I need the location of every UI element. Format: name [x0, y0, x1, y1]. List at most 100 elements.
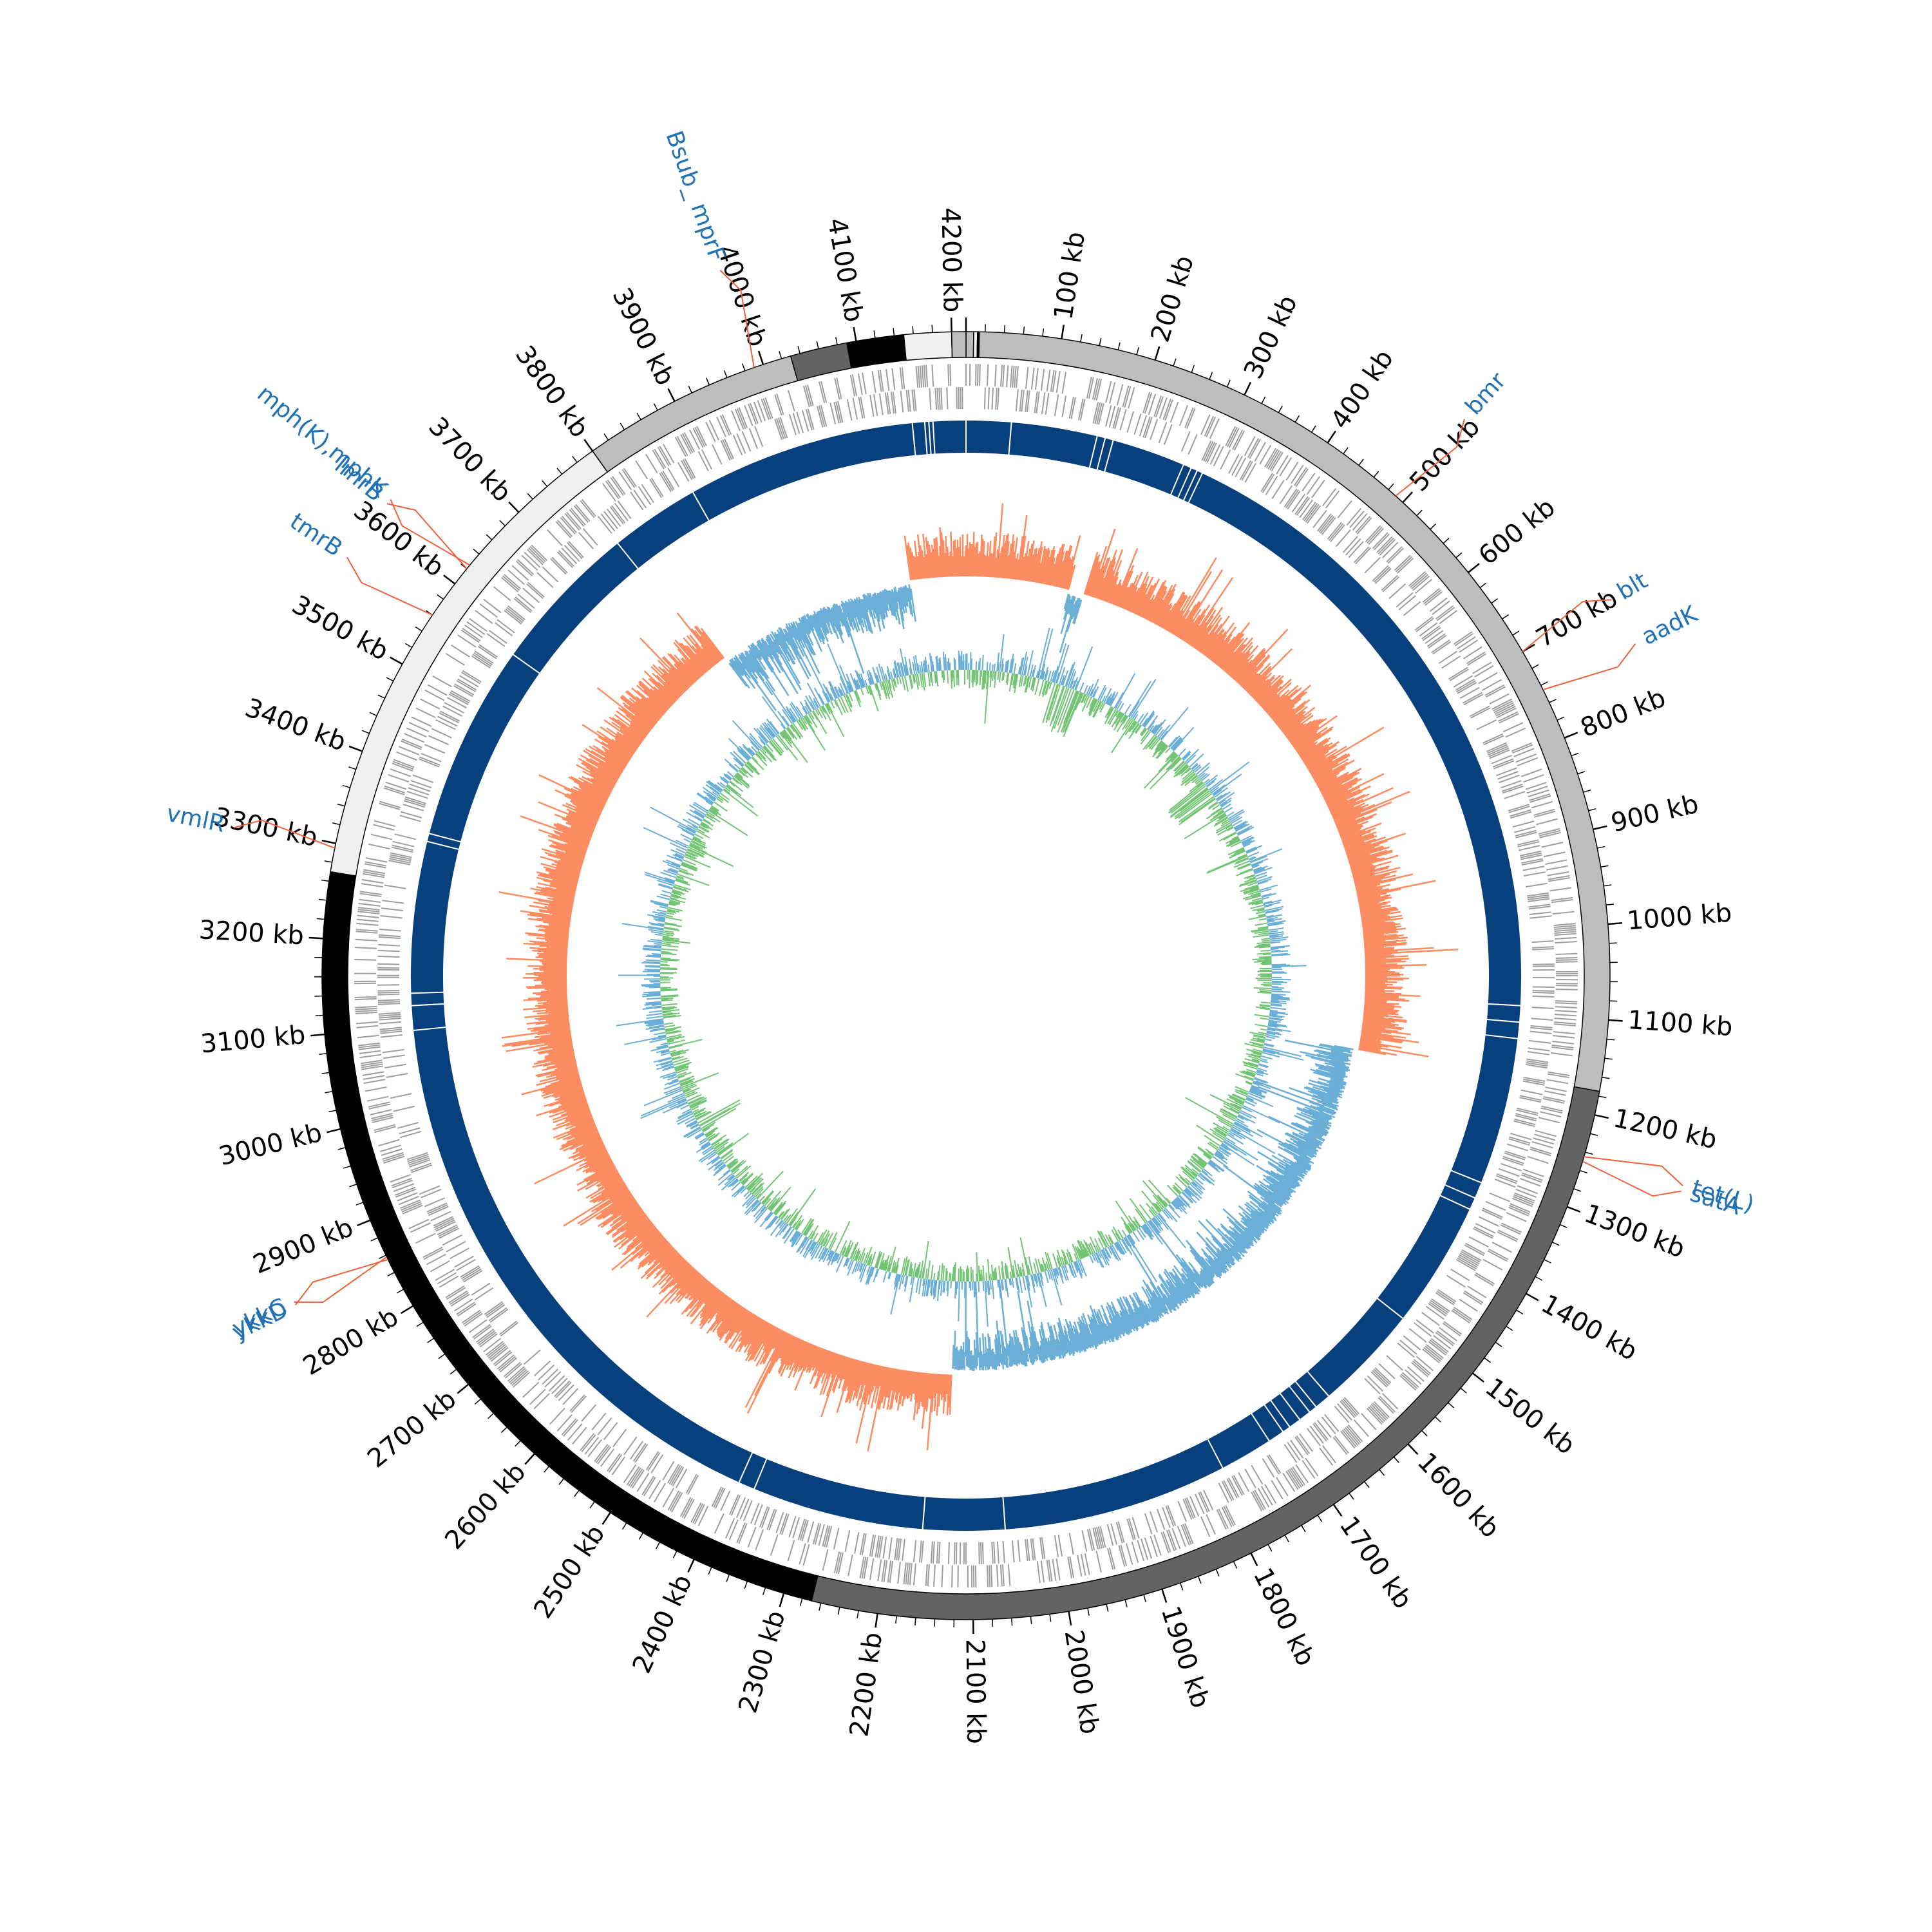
gene-feature [404, 800, 426, 808]
gc-skew-bar [952, 540, 956, 577]
gc-skew-bar [545, 931, 569, 936]
gc-content-bar [1144, 1223, 1153, 1233]
gc-skew-bar [814, 1348, 824, 1368]
minor-tick [325, 1091, 333, 1094]
gc-skew-bar [538, 774, 605, 807]
gc-skew-bar [830, 609, 844, 643]
gc-content-bar [1238, 1113, 1256, 1124]
gene-feature [1285, 1470, 1299, 1490]
gene-feature [836, 377, 842, 399]
gc-skew-bar [641, 677, 673, 706]
gc-content-bar [1209, 1159, 1225, 1171]
gc-skew-bar [1220, 1226, 1246, 1250]
gc-skew-bar [669, 653, 697, 683]
gc-content-bar [1172, 726, 1195, 751]
gc-skew-bar [952, 556, 954, 577]
gene-feature [1056, 1558, 1061, 1580]
gc-skew-bar [766, 636, 780, 658]
gene-feature [1291, 493, 1305, 513]
gc-content-bar [1271, 987, 1285, 989]
gene-feature [1496, 767, 1517, 777]
gene-feature [1264, 1484, 1277, 1504]
gc-content-bar [833, 1253, 838, 1262]
gc-skew-bar [1321, 777, 1358, 797]
gc-content-bar [1267, 1023, 1287, 1028]
minor-tick [1605, 904, 1614, 906]
gc-skew-bar [545, 886, 576, 895]
gc-skew-bar [1081, 1322, 1092, 1349]
gene-feature [1411, 574, 1429, 590]
gc-content-bar [1249, 1032, 1266, 1037]
gc-skew-bar [1079, 1323, 1089, 1350]
gc-skew-bar [1090, 568, 1101, 597]
gc-skew-bar [683, 637, 711, 670]
gc-skew-bar [1147, 585, 1167, 621]
gc-content-bar [1255, 1072, 1264, 1077]
gc-skew-bar [754, 1332, 788, 1396]
gc-content-bar [888, 1246, 896, 1272]
gc-content-bar [1052, 685, 1065, 722]
gc-content-bar [860, 1253, 866, 1264]
gene-feature [488, 1343, 506, 1359]
gene-feature [1249, 439, 1261, 459]
gc-skew-bar [689, 1282, 712, 1309]
gc-skew-bar [1365, 988, 1385, 990]
gene-feature [1000, 365, 1003, 387]
gene-feature [1452, 1308, 1472, 1322]
gc-skew-bar [1299, 737, 1328, 757]
tick-label: 3800 kb [509, 341, 594, 444]
gc-skew-bar [1364, 998, 1410, 1002]
gene-feature [1244, 1468, 1256, 1489]
gene-feature [806, 384, 814, 406]
gc-content-bar [1250, 1087, 1262, 1094]
gene-feature [994, 365, 997, 387]
gc-skew-bar [552, 842, 587, 855]
gc-skew-bar [601, 1174, 621, 1187]
gc-skew-bar [1251, 1209, 1271, 1227]
gene-feature [402, 1204, 423, 1215]
gc-skew-bar [1045, 1338, 1052, 1361]
gc-content-bar [1004, 1266, 1008, 1279]
gc-skew-bar [871, 596, 882, 632]
gc-content-bar [1249, 857, 1256, 861]
gc-skew-bar [893, 588, 899, 609]
gc-skew-bar [540, 993, 567, 997]
gene-feature [459, 675, 479, 688]
contig-block [1487, 1004, 1520, 1022]
gc-skew-bar [1245, 1202, 1271, 1223]
gene-feature [1160, 1531, 1170, 1553]
gc-skew-bar [990, 553, 994, 578]
gc-skew-bar [1278, 713, 1296, 728]
gene-feature [408, 1218, 430, 1229]
gc-content-bar [1097, 1237, 1104, 1249]
gene-feature [623, 1464, 637, 1483]
gene-feature [1466, 651, 1486, 665]
gc-skew-bar [542, 980, 567, 983]
gc-content-bar [1152, 1217, 1164, 1231]
gene-feature [1431, 1298, 1450, 1312]
gene-feature [990, 1565, 993, 1587]
gc-skew-bar [1312, 1094, 1338, 1104]
gc-skew-bar [1193, 607, 1224, 649]
gc-skew-bar [554, 1088, 583, 1099]
gc-skew-bar [1245, 1207, 1269, 1227]
tick-label: 3300 kb [211, 802, 320, 853]
gc-content-bar [1089, 697, 1095, 707]
gene-feature [1163, 424, 1173, 445]
contig-block [1296, 1372, 1329, 1406]
gc-skew-bar [1209, 1265, 1222, 1279]
tick-label: 600 kb [1473, 493, 1561, 571]
gc-content-bar [1244, 1075, 1255, 1081]
gene-feature [1276, 455, 1289, 475]
gc-content-bar [1258, 914, 1266, 918]
gc-skew-bar [831, 607, 843, 636]
gc-skew-bar [638, 1239, 668, 1265]
gc-content-bar [1061, 1256, 1065, 1266]
gene-feature [1061, 395, 1067, 417]
gene-feature [1548, 1073, 1569, 1079]
gc-content-bar [1001, 1267, 1004, 1280]
gc-skew-bar [606, 727, 638, 750]
gene-feature [1077, 399, 1084, 421]
gc-skew-bar [635, 696, 662, 719]
gc-skew-bar [571, 799, 602, 815]
